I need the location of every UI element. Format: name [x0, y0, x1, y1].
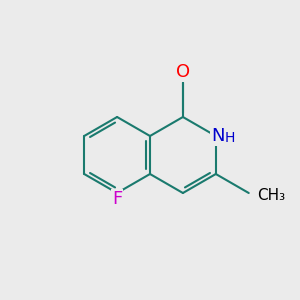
Text: F: F	[112, 190, 122, 208]
Text: N: N	[211, 127, 225, 145]
Text: CH₃: CH₃	[257, 188, 285, 202]
Text: H: H	[225, 131, 235, 145]
Text: O: O	[176, 63, 190, 81]
